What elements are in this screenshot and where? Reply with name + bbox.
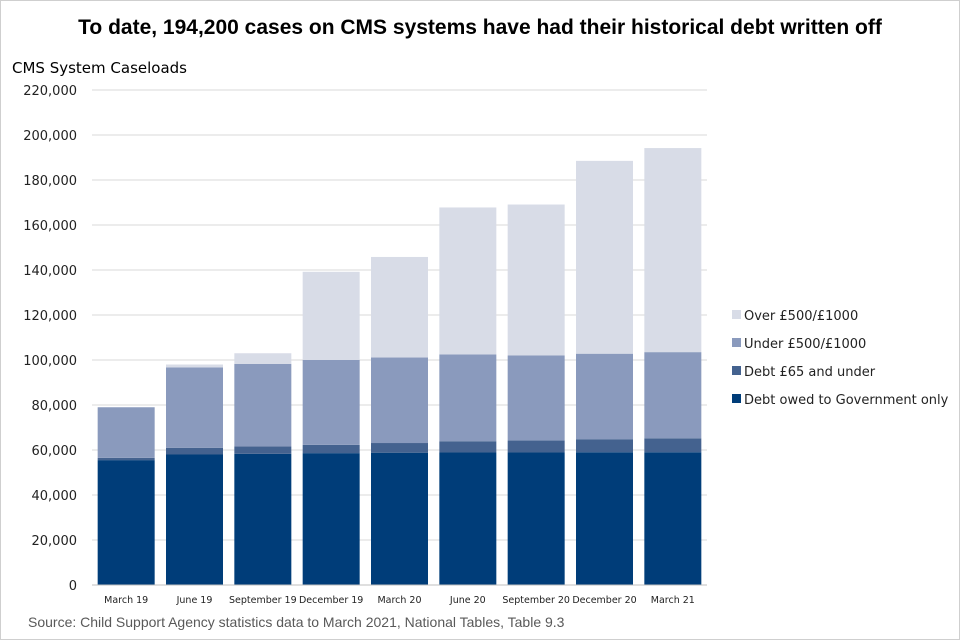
bar-segment <box>371 357 428 444</box>
bar-segment <box>166 367 223 448</box>
bar-segment <box>507 452 565 585</box>
legend-swatch <box>732 366 741 375</box>
x-tick-label: December 19 <box>299 595 363 606</box>
x-tick-label: December 20 <box>572 595 636 606</box>
bar-segment <box>234 453 292 585</box>
bar-segment <box>439 207 497 355</box>
bar-segment <box>302 271 360 360</box>
bar-segment <box>166 364 223 368</box>
bar-segment <box>166 447 223 455</box>
bar-segment <box>97 457 155 461</box>
legend-label: Over £500/£1000 <box>744 309 858 324</box>
x-tick-label: March 20 <box>377 595 421 606</box>
y-tick-label: 220,000 <box>23 84 77 99</box>
bar-segment <box>97 407 155 458</box>
x-tick-label: September 19 <box>229 595 297 606</box>
legend-swatch <box>732 338 741 347</box>
legend-swatch <box>732 394 741 403</box>
y-tick-label: 180,000 <box>23 174 77 189</box>
y-tick-label: 20,000 <box>32 534 78 549</box>
source-note: Source: Child Support Agency statistics … <box>28 614 565 630</box>
x-tick-label: June 20 <box>449 595 486 606</box>
bar-segment <box>644 438 702 453</box>
bar-segment <box>576 160 633 354</box>
bar-segment <box>371 452 428 585</box>
x-tick-label: June 19 <box>176 595 213 606</box>
bar-segment <box>507 440 565 453</box>
y-tick-label: 80,000 <box>32 399 78 414</box>
bar-segment <box>644 148 702 353</box>
x-tick-label: September 20 <box>502 595 570 606</box>
legend-label: Debt owed to Government only <box>744 393 949 408</box>
bar-segment <box>234 446 292 454</box>
y-tick-label: 40,000 <box>32 489 78 504</box>
y-axis-label: CMS System Caseloads <box>12 59 187 77</box>
bar-segment <box>439 452 497 585</box>
y-tick-label: 200,000 <box>23 129 77 144</box>
bar-segment <box>302 444 360 454</box>
bar-segment <box>234 363 292 447</box>
bar-segment <box>576 353 633 440</box>
bar-segment <box>644 352 702 439</box>
bar-segment <box>302 360 360 445</box>
legend-swatch <box>732 310 741 319</box>
bar-segment <box>371 256 428 358</box>
bar-segment <box>371 443 428 453</box>
bar-segment <box>302 453 360 585</box>
bar-segment <box>507 204 565 356</box>
y-tick-label: 160,000 <box>23 219 77 234</box>
y-tick-label: 100,000 <box>23 354 77 369</box>
bar-segment <box>439 441 497 453</box>
x-tick-label: March 19 <box>104 595 148 606</box>
legend-label: Under £500/£1000 <box>744 337 866 352</box>
bar-segment <box>234 353 292 364</box>
bar-segment <box>576 452 633 585</box>
bar-segment <box>576 439 633 453</box>
x-tick-label: March 21 <box>651 595 695 606</box>
bar-segment <box>97 460 155 585</box>
legend-label: Debt £65 and under <box>744 365 876 380</box>
chart-title: To date, 194,200 cases on CMS systems ha… <box>78 16 882 39</box>
y-tick-label: 60,000 <box>32 444 78 459</box>
y-tick-label: 0 <box>69 579 77 594</box>
y-tick-label: 120,000 <box>23 309 77 324</box>
bar-segment <box>644 452 702 585</box>
y-tick-label: 140,000 <box>23 264 77 279</box>
bar-segment <box>166 454 223 585</box>
bar-segment <box>439 354 497 442</box>
bar-segment <box>507 355 565 441</box>
